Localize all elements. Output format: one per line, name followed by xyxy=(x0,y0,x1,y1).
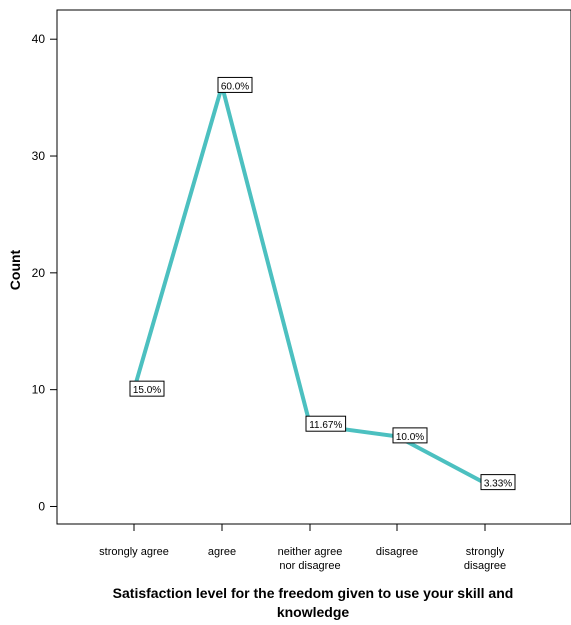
data-label-text: 15.0% xyxy=(133,385,161,396)
data-label-box xyxy=(305,415,347,432)
x-category-label: disagree xyxy=(464,560,506,572)
x-axis: strongly agree agree neither agree nor disa… xyxy=(99,524,506,572)
data-labels: 15.0% 60.0% 11.67% 10.0% 3.33% xyxy=(129,76,516,491)
y-axis: 0 10 20 30 40 xyxy=(32,32,57,513)
y-axis-title: Count xyxy=(7,249,23,290)
y-tick-label: 10 xyxy=(32,383,46,397)
x-axis-title-line-1: Satisfaction level for the freedom given… xyxy=(113,585,514,601)
y-tick-label: 0 xyxy=(38,499,45,513)
data-label-box xyxy=(392,427,428,444)
y-tick-label: 40 xyxy=(32,32,46,46)
data-label-box xyxy=(480,474,516,491)
x-category-label: agree xyxy=(208,546,236,558)
data-label: 11.67% xyxy=(305,415,347,432)
x-category-label: strongly agree xyxy=(99,546,169,558)
data-label: 60.0% xyxy=(217,76,253,93)
data-label-text: 10.0% xyxy=(396,432,424,443)
x-category-label: disagree xyxy=(376,546,418,558)
data-label-text: 11.67% xyxy=(309,420,342,431)
x-category-label: neither agree xyxy=(278,546,343,558)
plot-frame xyxy=(56,9,571,525)
data-label: 15.0% xyxy=(129,380,165,397)
x-axis-title-line-2: knowledge xyxy=(277,604,350,620)
x-category-label: strongly xyxy=(466,546,505,558)
data-label: 10.0% xyxy=(392,427,428,444)
data-label-text: 60.0% xyxy=(221,81,249,92)
data-label-box xyxy=(217,76,253,93)
y-tick-label: 30 xyxy=(32,149,46,163)
data-label-text: 3.33% xyxy=(484,479,512,490)
data-label: 3.33% xyxy=(480,474,516,491)
x-category-label: nor disagree xyxy=(279,560,340,572)
data-label-box xyxy=(129,380,165,397)
y-tick-label: 20 xyxy=(32,266,46,280)
